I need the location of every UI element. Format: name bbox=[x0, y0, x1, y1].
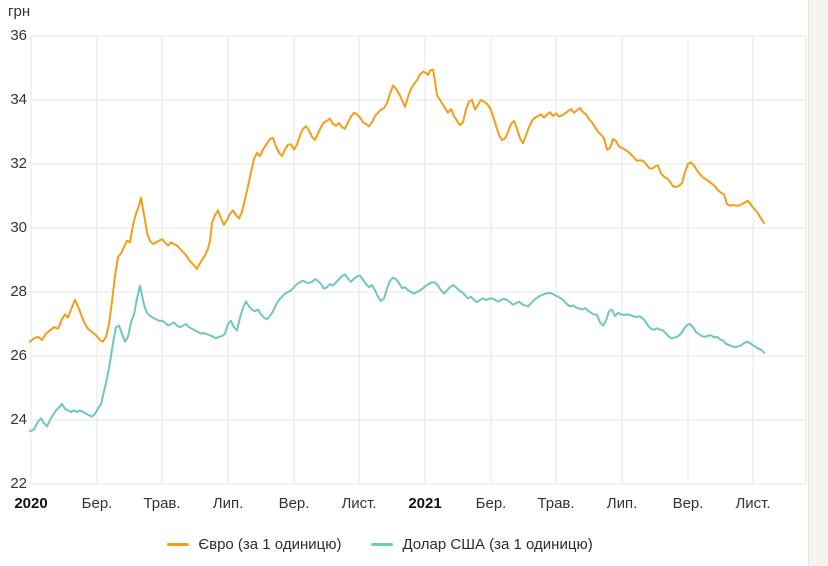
y-tick-label: 30 bbox=[10, 219, 27, 236]
y-tick-label: 26 bbox=[10, 347, 27, 364]
x-tick-label: Лист. bbox=[735, 495, 771, 512]
series-line bbox=[29, 273, 765, 433]
x-tick-label: Трав. bbox=[537, 495, 575, 512]
legend-item-usd[interactable]: Долар США (за 1 одиницю) bbox=[371, 536, 593, 553]
y-tick-label: 32 bbox=[10, 155, 27, 172]
x-tick-label: Вер. bbox=[672, 495, 704, 512]
usd-line-swatch bbox=[371, 543, 394, 546]
x-tick-label: 2020 bbox=[14, 495, 48, 512]
x-tick-label: Бер. bbox=[475, 495, 507, 512]
y-tick-label: 22 bbox=[10, 475, 27, 492]
euro-line-swatch bbox=[167, 543, 190, 546]
x-tick-label: Трав. bbox=[143, 495, 181, 512]
x-tick-label: Вер. bbox=[278, 495, 310, 512]
legend-label-euro: Євро (за 1 одиницю) bbox=[198, 536, 342, 553]
page-edge-gutter bbox=[808, 0, 828, 566]
x-tick-label: Бер. bbox=[81, 495, 113, 512]
x-tick-label: 2021 bbox=[408, 495, 442, 512]
x-tick-label: Лип. bbox=[606, 495, 638, 512]
y-axis-unit-label: грн bbox=[8, 3, 31, 20]
legend-item-euro[interactable]: Євро (за 1 одиницю) bbox=[167, 536, 341, 553]
y-tick-label: 24 bbox=[10, 411, 27, 428]
y-tick-label: 34 bbox=[10, 91, 27, 108]
x-tick-label: Лист. bbox=[341, 495, 377, 512]
legend: Євро (за 1 одиницю) Долар США (за 1 один… bbox=[0, 536, 760, 553]
y-tick-label: 28 bbox=[10, 283, 27, 300]
legend-label-usd: Долар США (за 1 одиницю) bbox=[402, 536, 593, 553]
series-line bbox=[29, 68, 765, 343]
y-tick-label: 36 bbox=[10, 27, 27, 44]
x-tick-label: Лип. bbox=[212, 495, 244, 512]
